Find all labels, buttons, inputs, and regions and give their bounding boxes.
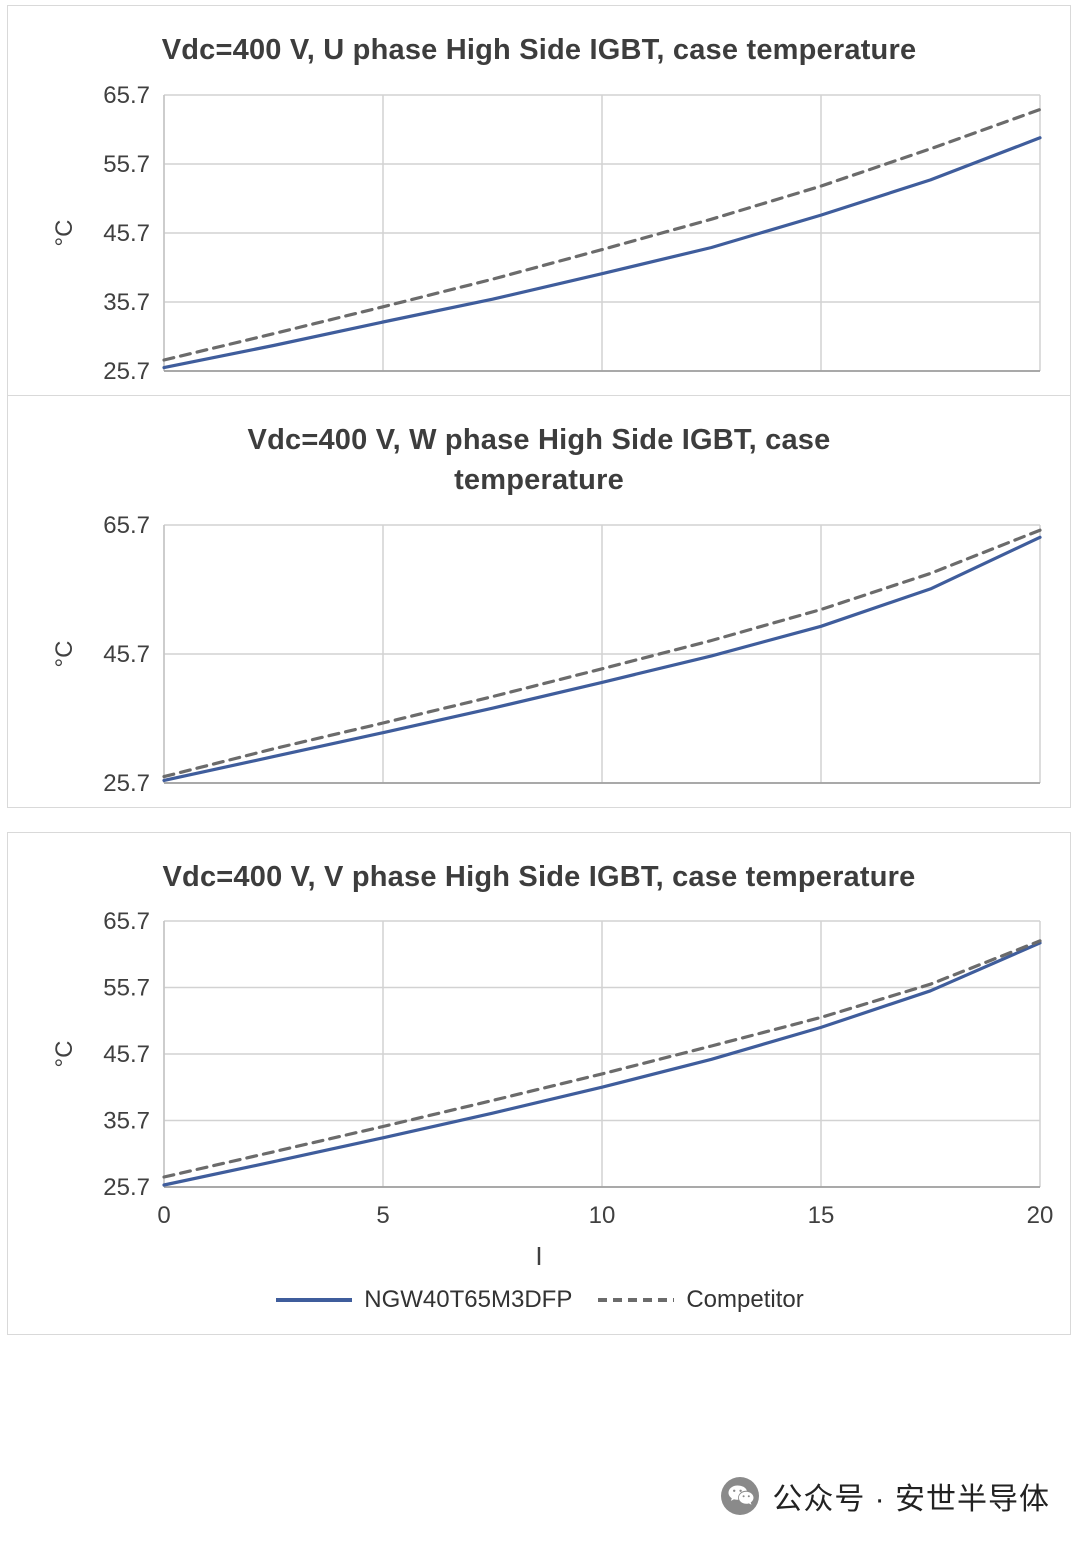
legend-item-competitor: Competitor (596, 1286, 804, 1314)
svg-text:25.7: 25.7 (103, 770, 150, 793)
svg-text:45.7: 45.7 (103, 220, 150, 247)
legend-item-ngw: NGW40T65M3DFP (274, 1286, 572, 1314)
svg-text:0: 0 (157, 1202, 170, 1229)
svg-text:25.7: 25.7 (103, 358, 150, 381)
svg-text:20: 20 (1027, 1202, 1054, 1229)
svg-text:25.7: 25.7 (103, 1174, 150, 1201)
watermark-text: 公众号 · 安世半导体 (772, 1483, 1050, 1516)
chart-panel-v: Vdc=400 V, V phase High Side IGBT, case … (7, 831, 1071, 1336)
svg-text:65.7: 65.7 (103, 512, 150, 539)
chart-section-w: Vdc=400 V, W phase High Side IGBT, case … (8, 394, 1070, 807)
svg-text:55.7: 55.7 (103, 975, 150, 1002)
chart-section-v: Vdc=400 V, V phase High Side IGBT, case … (8, 833, 1070, 1335)
solid-line-icon (276, 1298, 353, 1303)
chart-title-w: Vdc=400 V, W phase High Side IGBT, case … (247, 423, 831, 497)
legend-label-competitor: Competitor (686, 1286, 804, 1314)
chart-section-u: Vdc=400 V, U phase High Side IGBT, case … (8, 6, 1070, 395)
svg-text:10: 10 (589, 1202, 616, 1229)
chart-legend: NGW40T65M3DFP Competitor (12, 1286, 1066, 1320)
chart-canvas-u: 25.7 35.7 45.7 55.7 65.7 °C (51, 82, 1042, 381)
watermark: 公众号 · 安世半导体 (720, 1474, 1050, 1518)
svg-text:45.7: 45.7 (103, 1041, 150, 1068)
svg-text:°C: °C (51, 640, 78, 667)
dashed-line-icon (598, 1298, 675, 1303)
svg-text:45.7: 45.7 (103, 641, 150, 668)
legend-label-ngw: NGW40T65M3DFP (364, 1286, 573, 1314)
chart-canvas-v: 25.7 35.7 45.7 55.7 65.7 0 5 10 15 20 °C (51, 908, 1054, 1229)
chart-title-u: Vdc=400 V, U phase High Side IGBT, case … (161, 34, 917, 66)
svg-text:65.7: 65.7 (103, 908, 150, 935)
chart-panel-u-w: Vdc=400 V, U phase High Side IGBT, case … (7, 5, 1071, 808)
x-axis-title: I (535, 1241, 543, 1272)
wechat-icon (721, 1477, 760, 1515)
svg-text:55.7: 55.7 (103, 151, 150, 178)
svg-text:5: 5 (376, 1202, 389, 1229)
svg-text:°C: °C (51, 1041, 78, 1068)
svg-text:15: 15 (808, 1202, 835, 1229)
chart-title-v: Vdc=400 V, V phase High Side IGBT, case … (162, 860, 916, 893)
svg-text:65.7: 65.7 (103, 82, 150, 109)
svg-text:35.7: 35.7 (103, 1108, 150, 1135)
svg-text:°C: °C (51, 219, 78, 246)
svg-text:35.7: 35.7 (103, 289, 150, 316)
chart-canvas-w: 25.7 45.7 65.7 °C (51, 512, 1042, 793)
